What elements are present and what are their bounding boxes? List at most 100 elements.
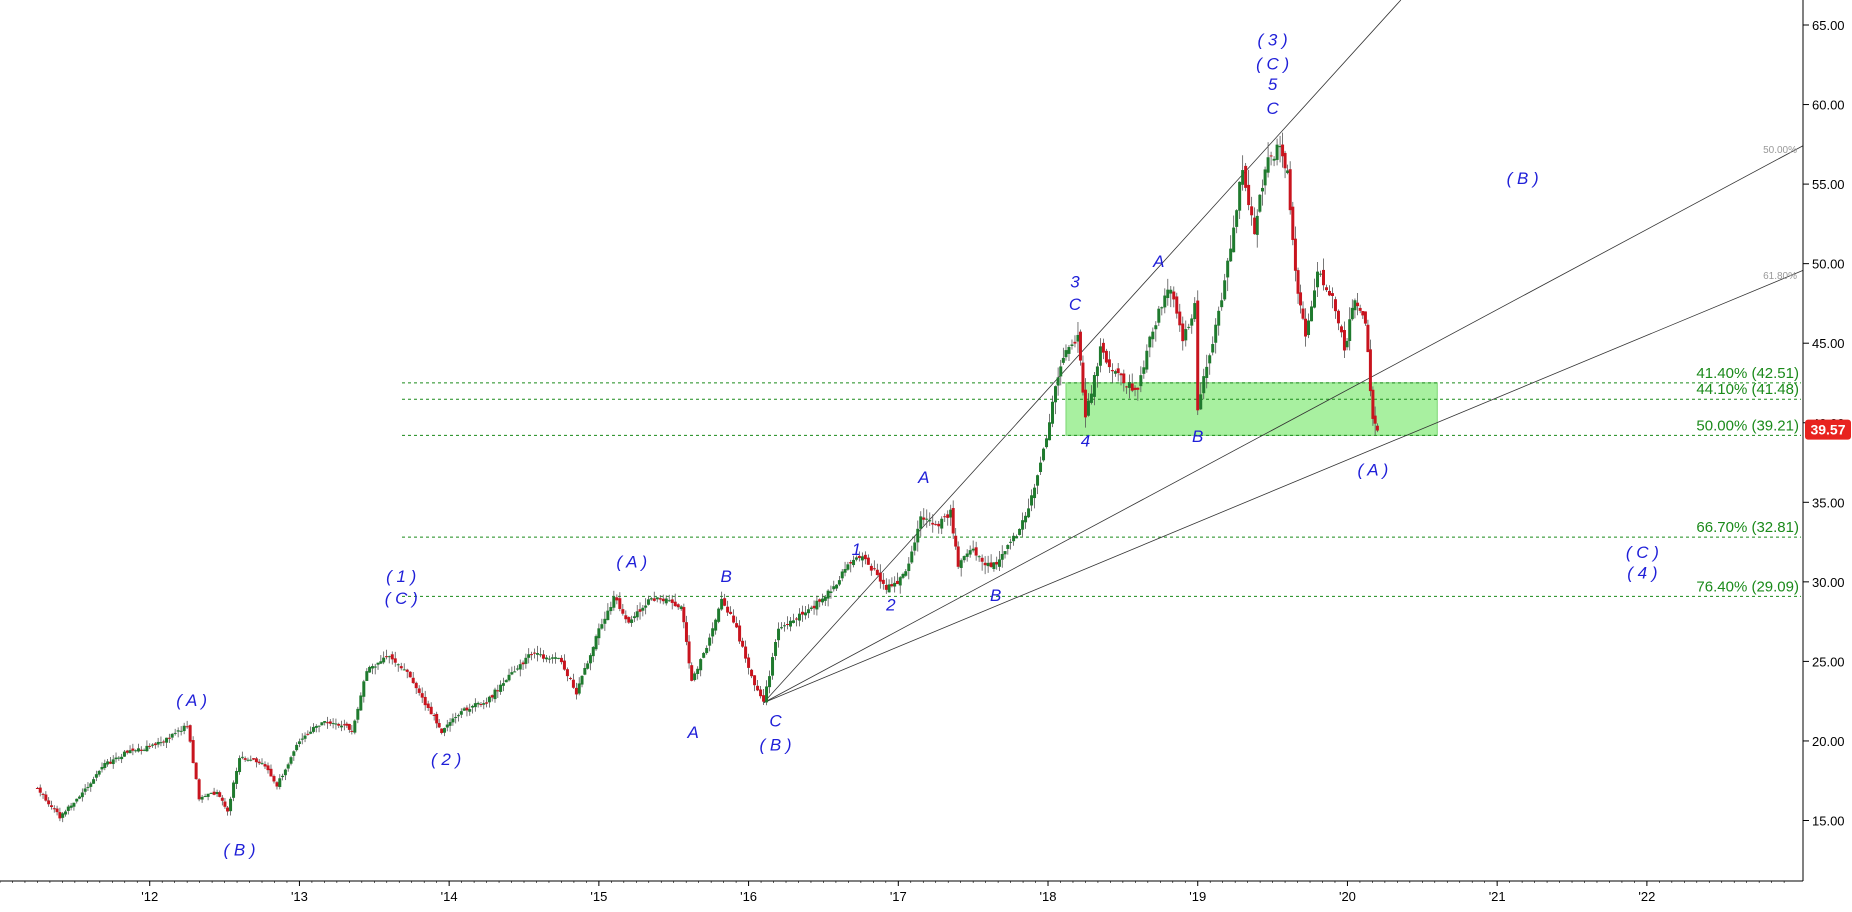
candle-body (954, 535, 958, 547)
candle-body (94, 774, 98, 778)
candle-body (1286, 170, 1290, 174)
candle-body (1217, 310, 1221, 326)
candle-body (281, 775, 285, 778)
candle-body (353, 720, 357, 733)
candle-body (789, 620, 793, 627)
candle-body (644, 605, 648, 608)
candle-body (295, 744, 299, 751)
wave-label: ( C ) (385, 589, 418, 608)
candle-body (266, 765, 270, 771)
candle-body (1169, 289, 1173, 294)
candle-body (1356, 302, 1360, 307)
candle-body (768, 676, 772, 688)
candle-body (131, 748, 135, 751)
candle-body (621, 609, 625, 614)
candle-body (538, 654, 542, 656)
candle-body (934, 524, 938, 526)
wave-label: ( B ) (223, 841, 255, 860)
candle-body (58, 812, 62, 819)
candle-body (347, 723, 351, 730)
candle-body (535, 653, 539, 655)
candle-body (1021, 520, 1025, 530)
candle-body (1321, 269, 1325, 286)
candle-body (541, 654, 545, 659)
candle-body (786, 624, 790, 626)
x-tick-label: '12 (141, 889, 158, 904)
candle-body (1190, 318, 1194, 326)
candle-body (1199, 394, 1203, 410)
candle-body (300, 738, 304, 740)
candle-body (473, 703, 477, 708)
candle-body (803, 612, 807, 616)
candle-body (240, 756, 244, 758)
candle-body (1042, 448, 1046, 461)
candle-body (501, 683, 505, 686)
wave-label: A (1152, 252, 1164, 271)
candle-body (1073, 341, 1077, 344)
candle-body (1051, 401, 1055, 424)
candle-body (1030, 495, 1034, 506)
candle-body (206, 793, 210, 797)
candle-body (823, 596, 827, 601)
candle-body (246, 759, 250, 761)
fan-line (763, 0, 1402, 704)
candle-body (482, 703, 486, 705)
wave-label: 4 (1081, 432, 1090, 451)
candle-body (1333, 299, 1337, 312)
candle-body (487, 696, 491, 703)
wave-label: ( A ) (616, 553, 647, 572)
candle-body (314, 726, 318, 728)
candle-body (356, 708, 360, 720)
candle-body (1247, 184, 1251, 206)
candle-body (632, 616, 636, 619)
candle-body (1130, 383, 1134, 391)
candle-body (1187, 326, 1191, 328)
candle-body (747, 657, 751, 668)
candle-body (376, 662, 380, 665)
candle-body (863, 554, 867, 560)
candle-body (1205, 366, 1209, 378)
candle-body (956, 546, 960, 567)
candle-body (1348, 319, 1352, 342)
candle-body (962, 556, 966, 561)
candle-body (1127, 382, 1131, 388)
candle-body (550, 657, 554, 659)
candle-body (465, 707, 469, 711)
candle-body (977, 556, 981, 558)
candle-body (142, 749, 146, 751)
candle-body (97, 770, 101, 775)
candle-body (797, 613, 801, 621)
candle-body (943, 516, 947, 518)
candle-body (139, 749, 143, 751)
candle-body (860, 556, 864, 561)
candle-body (965, 553, 969, 557)
candle-body (1119, 373, 1123, 376)
y-tick-label: 20.00 (1812, 734, 1845, 749)
candle-body (837, 580, 841, 585)
candle-body (89, 783, 93, 787)
candle-body (153, 743, 157, 746)
candle-body (1291, 206, 1295, 240)
candle-body (49, 805, 53, 808)
candle-body (479, 704, 483, 706)
candle-body (690, 665, 694, 681)
candle-body (928, 520, 932, 522)
candle-body (220, 797, 224, 801)
candle-body (350, 730, 354, 732)
candle-body (600, 624, 604, 629)
candle-body (946, 514, 950, 518)
candle-body (1033, 487, 1037, 499)
candle-body (1288, 169, 1292, 211)
y-tick-label: 30.00 (1812, 575, 1845, 590)
wave-label: 2 (885, 595, 896, 614)
support-zone-layer (1065, 382, 1438, 436)
wave-label: 1 (852, 540, 861, 559)
candle-body (411, 677, 415, 684)
candle-body (815, 600, 819, 610)
candle-body (238, 758, 242, 773)
candle-body (309, 731, 313, 734)
candle-body (278, 778, 282, 787)
candle-body (156, 741, 160, 745)
